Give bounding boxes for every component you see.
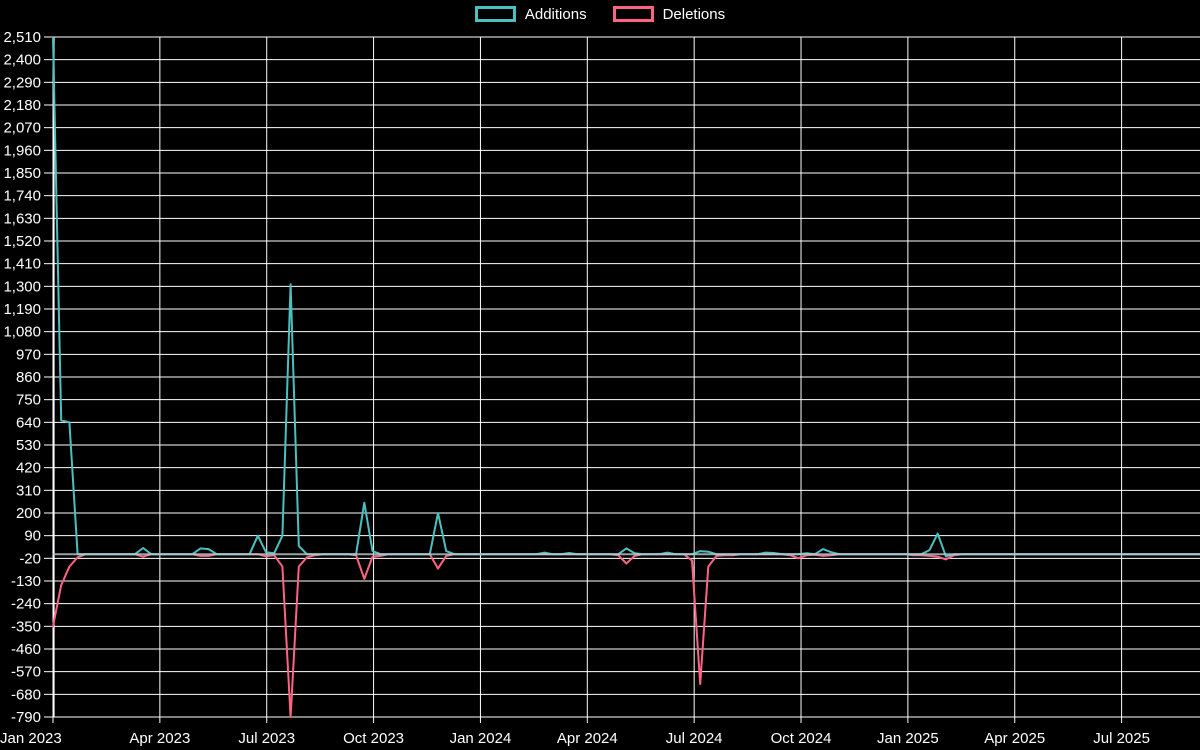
x-axis-label: Apr 2025 (984, 730, 1045, 747)
series-line-deletions (52, 553, 1200, 718)
series-line-additions (52, 36, 1200, 558)
y-axis-label: -570 (11, 664, 41, 681)
legend-item-deletions[interactable]: Deletions (612, 5, 726, 23)
y-axis-label: 90 (24, 528, 41, 545)
y-axis-label: 2,180 (3, 97, 41, 114)
y-axis-label: 1,520 (3, 233, 41, 250)
x-axis-label: Apr 2023 (129, 730, 190, 747)
additions-swatch-icon (474, 6, 516, 22)
y-axis-label: 200 (16, 505, 41, 522)
y-axis-label: -130 (11, 573, 41, 590)
y-axis-label: 310 (16, 482, 41, 499)
y-axis-label: 2,510 (3, 29, 41, 46)
x-axis-label: Apr 2024 (557, 730, 618, 747)
y-axis-label: 2,070 (3, 120, 41, 137)
y-axis-label: 1,300 (3, 278, 41, 295)
y-axis-label: -460 (11, 641, 41, 658)
x-axis-label: Jul 2025 (1093, 730, 1150, 747)
legend-label-additions: Additions (524, 5, 587, 23)
x-axis-label: Oct 2024 (771, 730, 832, 747)
y-axis-label: 860 (16, 369, 41, 386)
legend-label-deletions: Deletions (662, 5, 726, 23)
y-axis-label: 2,290 (3, 74, 41, 91)
x-axis-label: Jan 2023 (0, 730, 62, 747)
legend-item-additions[interactable]: Additions (474, 5, 587, 23)
y-axis-label: -790 (11, 709, 41, 726)
y-axis-label: 1,630 (3, 210, 41, 227)
y-axis-label: -680 (11, 686, 41, 703)
y-axis-label: 1,850 (3, 165, 41, 182)
y-axis-label: -240 (11, 596, 41, 613)
y-axis-label: 1,190 (3, 301, 41, 318)
y-axis-label: 970 (16, 346, 41, 363)
deletions-swatch-icon (612, 6, 654, 22)
y-axis-label: -20 (19, 550, 41, 567)
x-axis-label: Jul 2024 (666, 730, 723, 747)
x-axis-label: Jan 2024 (450, 730, 512, 747)
y-axis-label: 1,960 (3, 142, 41, 159)
y-axis-label: 2,400 (3, 52, 41, 69)
x-axis-label: Jan 2025 (877, 730, 939, 747)
y-axis-label: 1,410 (3, 256, 41, 273)
x-axis-label: Jul 2023 (238, 730, 295, 747)
y-axis-label: 420 (16, 460, 41, 477)
y-axis-label: 530 (16, 437, 41, 454)
y-axis-label: -350 (11, 618, 41, 635)
y-axis-label: 640 (16, 414, 41, 431)
y-axis-label: 1,080 (3, 324, 41, 341)
x-axis-label: Oct 2023 (343, 730, 404, 747)
y-axis-label: 750 (16, 392, 41, 409)
y-axis-label: 1,740 (3, 188, 41, 205)
chart-legend: Additions Deletions (0, 6, 1200, 22)
